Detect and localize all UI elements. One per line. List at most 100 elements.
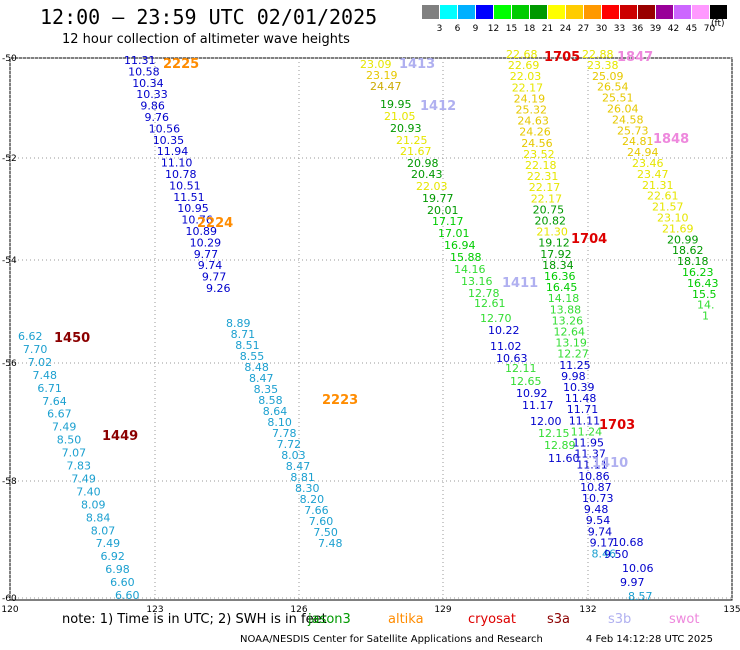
swh-value-label: 24.47 [370,80,402,93]
swh-value-label: 23.46 [632,157,664,170]
swh-value-label: 12.64 [554,326,586,339]
swh-value-label: 8.20 [300,493,325,506]
legend-swatch [566,5,583,19]
legend-swatch [512,5,529,19]
swh-value-label: 7.83 [67,460,92,473]
swh-value-label: 13.19 [555,337,587,350]
swh-value-label: 10.29 [190,236,222,249]
swh-value-label: 10.89 [186,225,218,238]
lat-tick-label: -60 [2,594,17,604]
swh-value-label: 10.58 [128,65,160,78]
swh-value-label: 7.49 [52,421,76,434]
pass-id-label: 1413 [399,57,435,72]
legend-swatch [548,5,565,19]
swh-value-label: 8.55 [240,350,264,363]
swh-value-label: 11.25 [559,359,591,372]
swh-value-label: 1 [702,310,709,323]
swh-value-label: 23.38 [587,59,619,72]
legend-swatch [422,5,439,19]
swh-value-label: 8.84 [86,511,111,524]
color-legend: 3 6 9 12 15 18 21 24 27 30 33 36 39 42 45 70 [422,5,728,37]
legend-label: 27 [577,24,590,34]
pass-id-label: 1449 [102,429,138,444]
swh-value-label: 11.60 [548,452,580,465]
swh-value-label: 21.69 [662,222,694,235]
swh-value-label: 24.63 [517,115,549,128]
swh-value-label: 22.68 [506,48,538,61]
swh-value-label: 10.35 [153,134,185,147]
swh-value-label: 10.86 [578,470,610,483]
swh-value-label: 20.93 [390,122,422,135]
swh-value-label: 8.58 [258,394,283,407]
swh-value-label: 23.09 [360,58,392,71]
page-title: 12:00 – 23:59 UTC 02/01/2025 [40,5,378,29]
swh-value-label: 22.03 [510,70,542,83]
legend-label: 24 [559,24,572,34]
swh-value-label: 11.95 [573,437,605,450]
swh-value-label: 7.49 [96,537,121,550]
legend-label: 6 [454,24,461,34]
swh-value-label: 24.19 [514,92,546,105]
swh-value-label: 8.46 [592,548,617,561]
swh-value-label: 7.48 [33,369,58,382]
swh-value-label: 16.23 [682,266,714,279]
swh-value-label: 7.07 [62,447,87,460]
swh-value-label: 11.24 [571,425,603,438]
swh-value-label: 6.67 [47,408,72,421]
swh-value-label: 16.43 [687,277,719,290]
swh-value-label: 24.81 [622,135,654,148]
swh-value-label: 12.00 [530,415,562,428]
legend-swatch [620,5,637,19]
swh-value-label: 10.06 [622,562,654,575]
swh-value-label: 19.95 [380,98,412,111]
legend-swatch [584,5,601,19]
swh-value-label: 14. [697,299,715,312]
swh-value-label: 7.02 [28,356,53,369]
legend-label: 21 [541,24,554,34]
swh-value-label: 7.70 [23,343,47,356]
swh-value-label: 8.57 [628,590,653,603]
legend-label: 36 [631,24,644,34]
mission-label-altika: altika [388,612,424,627]
swh-value-label: 18.18 [677,255,709,268]
swh-value-label: 7.48 [318,537,343,550]
swh-value-label: 24.26 [519,126,551,139]
swh-value-label: 22.17 [529,181,561,194]
swh-value-label: 25.32 [516,104,548,117]
swh-value-label: 7.64 [42,395,67,408]
swh-value-label: 20.98 [407,157,439,170]
swh-value-label: 9.54 [586,514,611,527]
swh-value-label: 7.49 [71,472,96,485]
swh-value-label: 22.17 [512,81,544,94]
swh-value-label: 22.88 [582,48,614,61]
lat-tick-label: -50 [2,54,17,64]
swh-value-label: 9.77 [194,248,219,261]
swh-value-label: 9.97 [620,576,645,589]
swh-value-label: 9.74 [588,525,613,538]
swh-value-label: 22.31 [527,170,559,183]
swh-value-label: 21.67 [400,145,432,158]
pass-id-label: 2225 [163,57,199,72]
swh-value-label: 20.43 [411,168,443,181]
swh-value-label: 20.75 [533,203,565,216]
swh-value-label: 15.5 [692,288,717,301]
swh-value-label: 12.89 [544,439,576,452]
swh-value-label: 9.74 [198,259,223,272]
legend-swatch [494,5,511,19]
swh-value-label: 23.47 [637,168,669,181]
lat-tick-label: -54 [2,256,17,266]
lon-tick-label: 129 [434,605,451,615]
swh-value-label: 21.05 [384,110,416,123]
pass-id-label: 2224 [197,216,233,231]
swh-value-label: 26.54 [597,81,629,94]
swh-value-label: 16.45 [546,281,578,294]
mission-label-jason3: jason3 [308,612,351,627]
legend-swatch [710,5,727,19]
swh-value-label: 18.34 [542,259,574,272]
mission-label-s3a: s3a [547,612,571,627]
swh-value-label: 10.63 [496,352,528,365]
mission-label-s3b: s3b [608,612,632,627]
pass-id-label: 1704 [571,232,607,247]
swh-value-label: 23.52 [523,148,555,161]
